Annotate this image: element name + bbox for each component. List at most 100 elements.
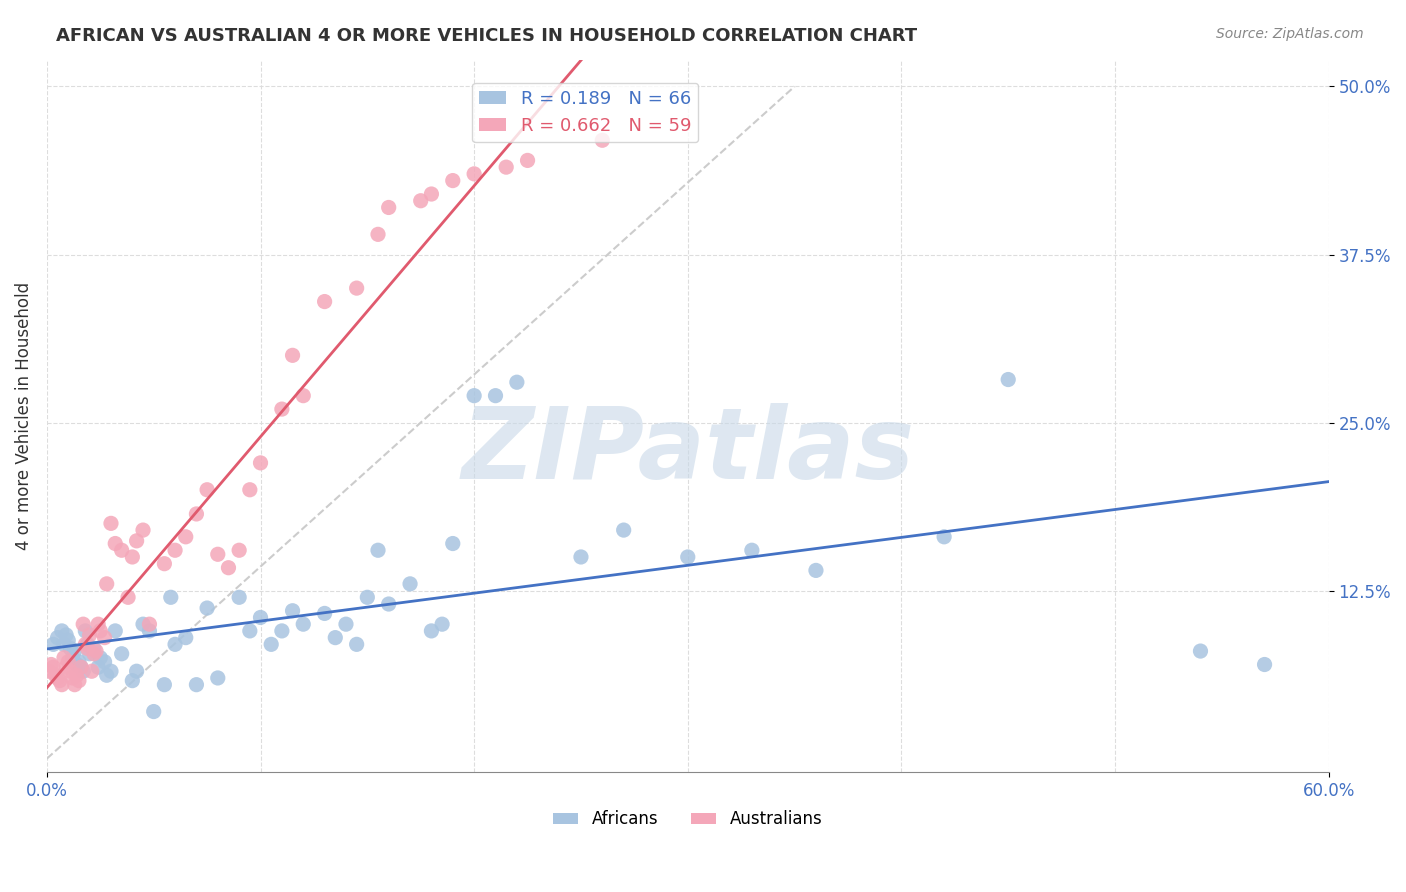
Point [186, 507, 208, 521]
Point [96, 668, 118, 682]
Point [323, 631, 346, 645]
Point [44, 668, 66, 682]
Point [228, 591, 250, 605]
Point [239, 483, 262, 497]
Point [516, 153, 538, 168]
Point [67, 673, 90, 688]
Point [87, 617, 110, 632]
Point [165, 637, 187, 651]
Point [741, 543, 763, 558]
Point [89, 650, 111, 665]
Point [70, 660, 93, 674]
Point [165, 543, 187, 558]
Point [72, 617, 94, 632]
Point [591, 133, 613, 147]
Point [79, 628, 101, 642]
Point [409, 194, 432, 208]
Point [76, 641, 98, 656]
Point [66, 657, 89, 672]
Text: ZIPatlas: ZIPatlas [461, 403, 914, 500]
Point [377, 597, 399, 611]
Point [420, 187, 443, 202]
Point [399, 577, 422, 591]
Point [117, 591, 139, 605]
Point [207, 671, 229, 685]
Point [89, 624, 111, 638]
Point [58, 633, 80, 648]
Point [356, 591, 378, 605]
Point [55, 628, 77, 642]
Point [174, 530, 197, 544]
Point [195, 601, 218, 615]
Point [463, 389, 485, 403]
Point [132, 617, 155, 632]
Point [104, 536, 127, 550]
Point [367, 227, 389, 242]
Point [59, 641, 82, 656]
Point [367, 543, 389, 558]
Point [217, 560, 239, 574]
Point [153, 678, 176, 692]
Point [51, 678, 73, 692]
Point [67, 655, 90, 669]
Point [142, 705, 165, 719]
Point [51, 624, 73, 638]
Point [87, 660, 110, 674]
Point [676, 549, 699, 564]
Point [79, 647, 101, 661]
Point [63, 644, 86, 658]
Point [997, 372, 1019, 386]
Point [613, 523, 636, 537]
Point [121, 673, 143, 688]
Point [80, 665, 103, 679]
Point [63, 678, 86, 692]
Point [463, 167, 485, 181]
Point [111, 543, 134, 558]
Point [335, 617, 357, 632]
Point [96, 577, 118, 591]
Point [121, 549, 143, 564]
Point [48, 673, 70, 688]
Point [138, 624, 160, 638]
Point [93, 655, 115, 669]
Point [42, 660, 65, 674]
Point [132, 523, 155, 537]
Point [138, 617, 160, 632]
Point [186, 678, 208, 692]
Point [239, 624, 262, 638]
Point [441, 173, 464, 187]
Point [270, 624, 292, 638]
Point [174, 631, 197, 645]
Point [1189, 644, 1212, 658]
Point [42, 637, 65, 651]
Point [506, 375, 529, 389]
Point [430, 617, 453, 632]
Point [1253, 657, 1275, 672]
Point [314, 607, 336, 621]
Point [70, 660, 93, 674]
Point [75, 637, 97, 651]
Point [125, 665, 148, 679]
Point [125, 533, 148, 548]
Legend: Africans, Australians: Africans, Australians [547, 804, 830, 835]
Point [84, 644, 107, 658]
Point [100, 665, 122, 679]
Point [59, 665, 82, 679]
Point [46, 631, 69, 645]
Point [83, 647, 105, 661]
Point [72, 665, 94, 679]
Point [83, 641, 105, 656]
Point [153, 557, 176, 571]
Point [292, 389, 315, 403]
Point [346, 281, 368, 295]
Point [441, 536, 464, 550]
Point [75, 624, 97, 638]
Point [932, 530, 955, 544]
Point [495, 160, 517, 174]
Text: Source: ZipAtlas.com: Source: ZipAtlas.com [1216, 27, 1364, 41]
Point [159, 591, 181, 605]
Point [484, 389, 506, 403]
Point [228, 543, 250, 558]
Point [346, 637, 368, 651]
Point [292, 617, 315, 632]
